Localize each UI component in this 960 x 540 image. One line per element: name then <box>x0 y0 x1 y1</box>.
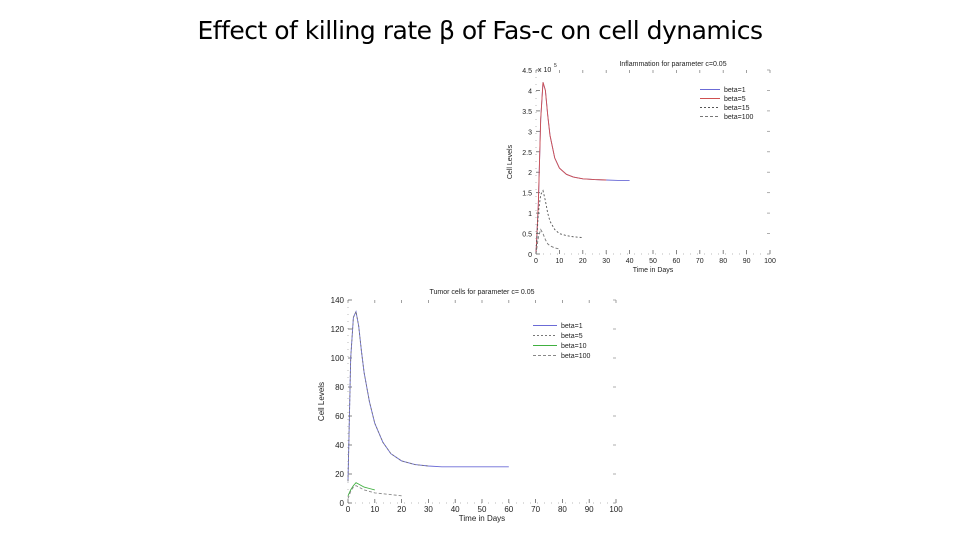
y-tick-label: 1 <box>528 211 532 218</box>
y-tick-label: 100 <box>331 354 345 363</box>
x-tick-label: 10 <box>370 505 379 514</box>
x-tick-label: 20 <box>397 505 406 514</box>
y-tick-label: 0.5 <box>522 232 532 239</box>
y-tick-label: 140 <box>331 296 345 305</box>
exponent-label: x 10 <box>538 67 551 74</box>
series-line-beta-5 <box>535 82 607 255</box>
series-line-beta-5 <box>347 310 429 482</box>
chart-title: Tumor cells for parameter c= 0.05 <box>430 289 535 296</box>
legend-label: beta=10 <box>561 343 587 350</box>
y-tick-label: 0 <box>340 499 345 508</box>
x-tick-label: 60 <box>673 258 681 265</box>
exponent-power: 5 <box>554 63 557 69</box>
x-tick-label: 80 <box>719 258 727 265</box>
series-line-beta-15 <box>535 189 583 255</box>
legend-label: beta=1 <box>561 323 583 330</box>
y-tick-label: 3.5 <box>522 109 532 116</box>
legend-label: beta=15 <box>724 105 750 112</box>
y-tick-label: 4.5 <box>522 68 532 75</box>
legend-label: beta=5 <box>724 96 746 103</box>
y-tick-label: 60 <box>335 412 344 421</box>
x-tick-label: 100 <box>764 258 776 265</box>
series-line-beta-100 <box>535 228 560 255</box>
x-tick-label: 70 <box>696 258 704 265</box>
y-axis-label: Cell Levels <box>317 382 326 421</box>
x-tick-label: 50 <box>649 258 657 265</box>
legend-label: beta=100 <box>561 353 590 360</box>
series-line-beta-1 <box>347 310 509 482</box>
chart-title: Inflammation for parameter c=0.05 <box>619 61 726 68</box>
x-tick-label: 90 <box>585 505 594 514</box>
y-tick-label: 4 <box>528 88 532 95</box>
x-tick-label: 60 <box>504 505 513 514</box>
x-axis-label: Time in Days <box>633 267 674 274</box>
y-tick-label: 3 <box>528 129 532 136</box>
series-line-beta-10 <box>347 482 375 496</box>
x-tick-label: 0 <box>534 258 538 265</box>
y-tick-label: 2 <box>528 170 532 177</box>
y-tick-label: 20 <box>335 470 344 479</box>
x-tick-label: 20 <box>579 258 587 265</box>
y-tick-label: 0 <box>528 252 532 259</box>
y-tick-label: 1.5 <box>522 191 532 198</box>
y-tick-label: 40 <box>335 441 344 450</box>
x-tick-label: 10 <box>556 258 564 265</box>
y-axis-label: Cell Levels <box>507 144 514 179</box>
series-line-beta-100 <box>347 485 402 499</box>
x-tick-label: 50 <box>478 505 487 514</box>
x-tick-label: 90 <box>743 258 751 265</box>
x-tick-label: 70 <box>531 505 540 514</box>
legend-label: beta=1 <box>724 87 746 94</box>
y-tick-label: 80 <box>335 383 344 392</box>
x-tick-label: 100 <box>609 505 623 514</box>
y-tick-label: 120 <box>331 325 345 334</box>
legend-label: beta=5 <box>561 333 583 340</box>
x-tick-label: 30 <box>602 258 610 265</box>
legend-label: beta=100 <box>724 114 753 121</box>
x-tick-label: 80 <box>558 505 567 514</box>
x-tick-label: 30 <box>424 505 433 514</box>
x-tick-label: 40 <box>626 258 634 265</box>
x-tick-label: 0 <box>346 505 351 514</box>
x-tick-label: 40 <box>451 505 460 514</box>
x-axis-label: Time in Days <box>459 514 505 523</box>
slide-title: Effect of killing rate β of Fas-c on cel… <box>197 16 763 45</box>
y-tick-label: 2.5 <box>522 150 532 157</box>
